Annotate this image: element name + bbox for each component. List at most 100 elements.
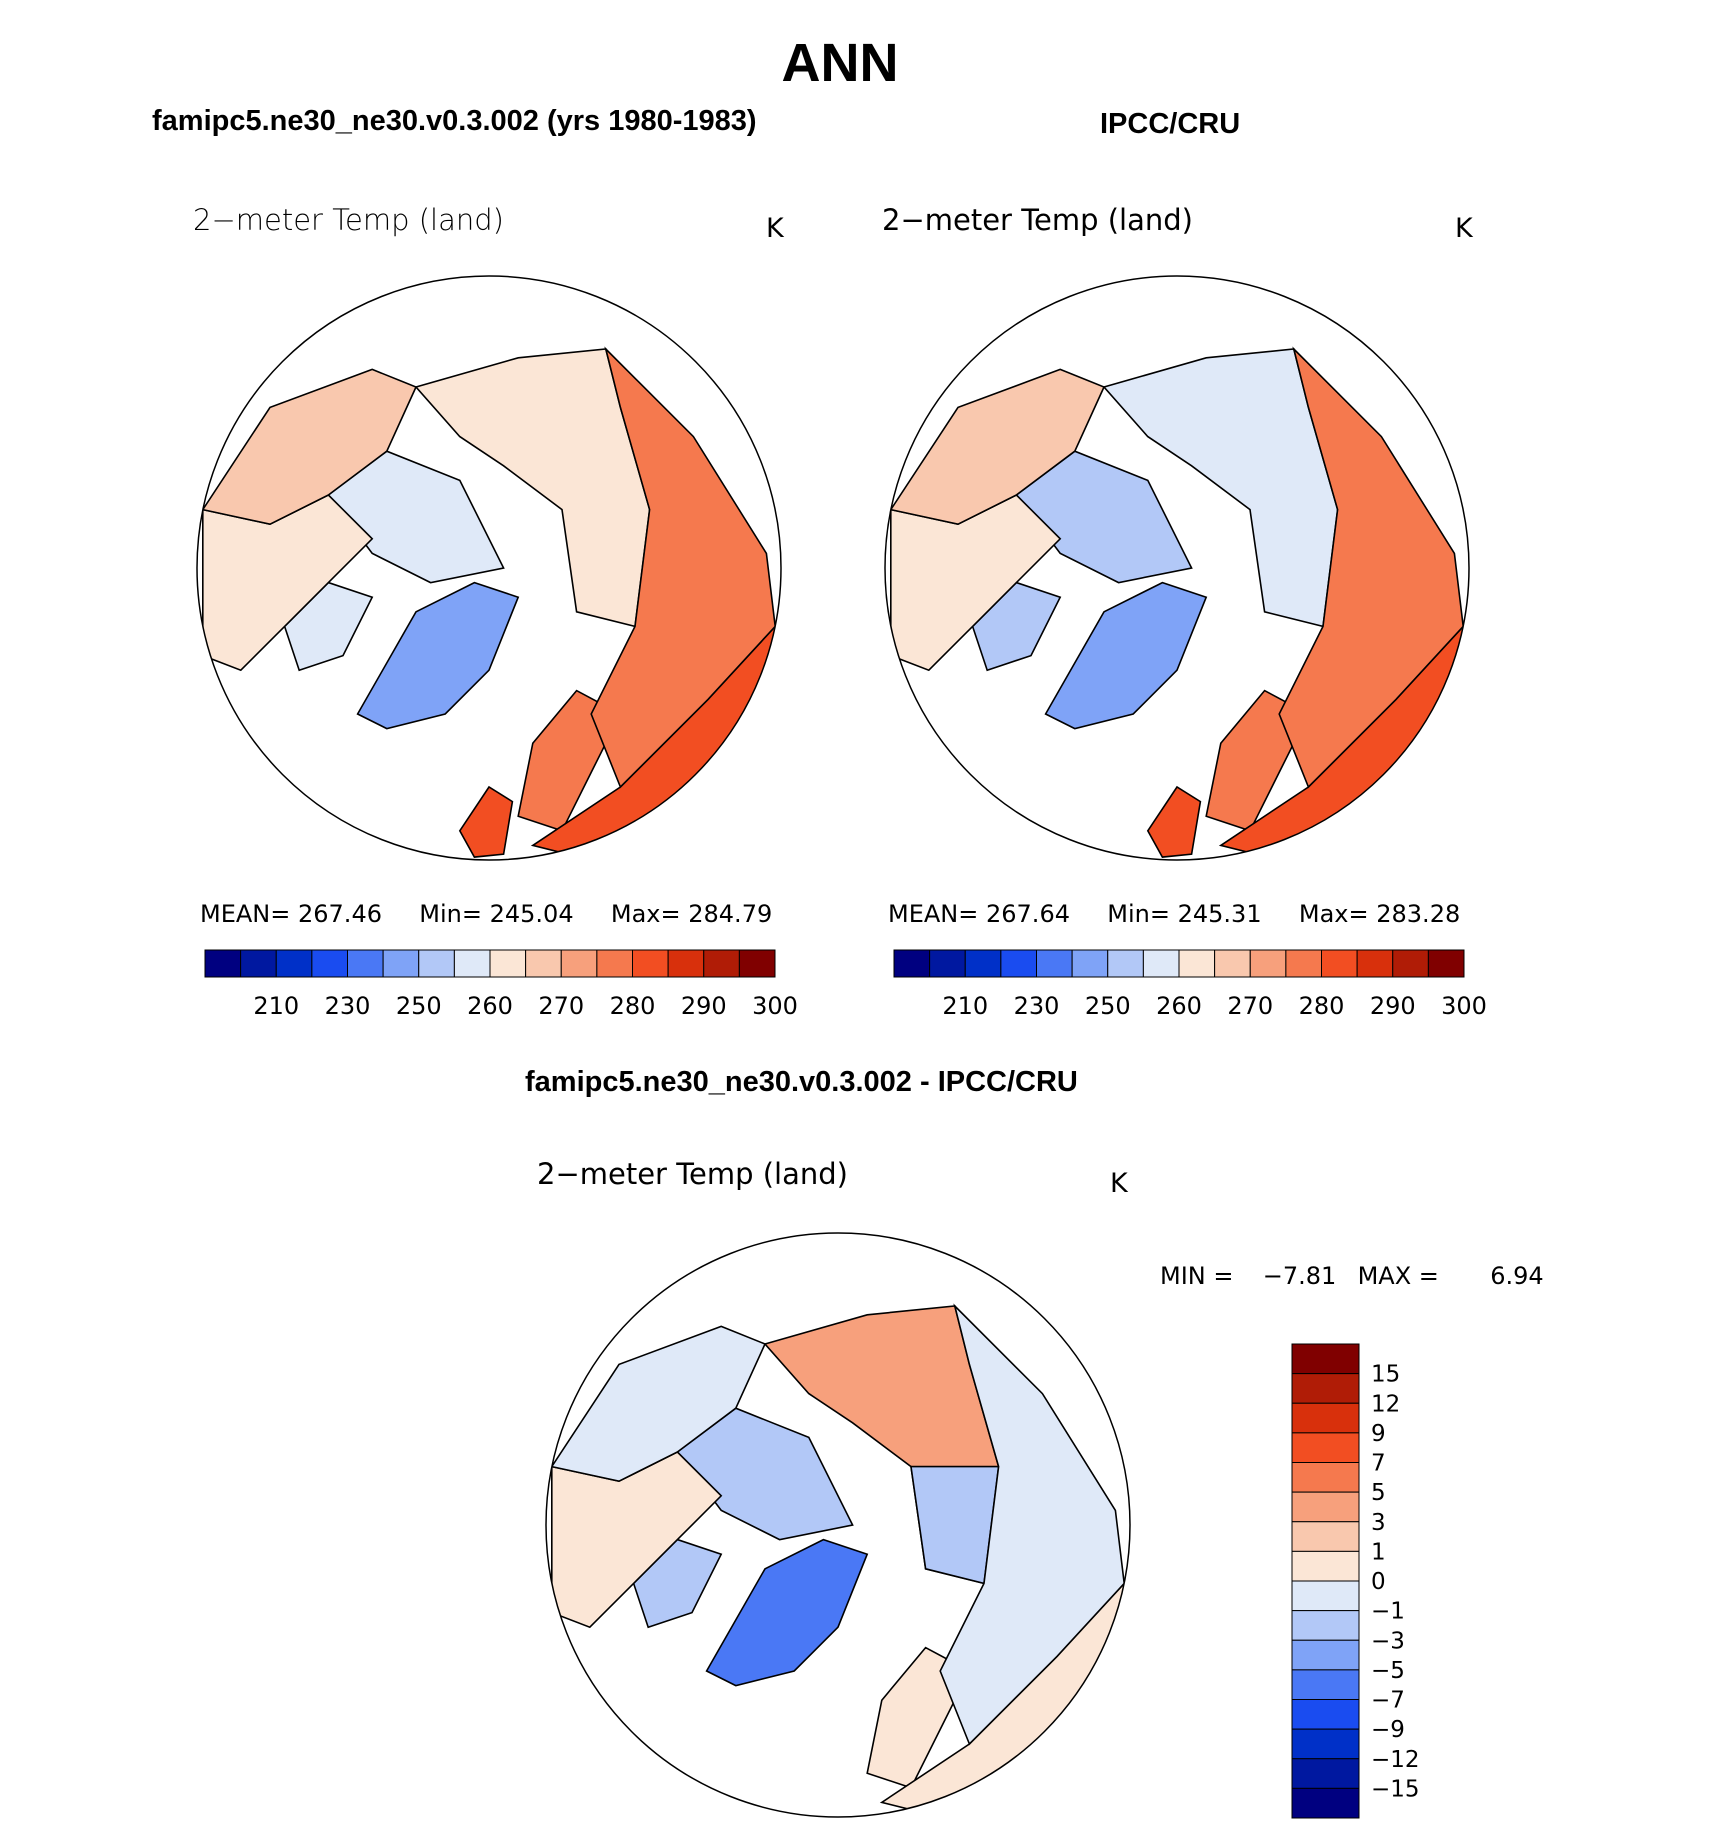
- panel3-variable-label: 2−meter Temp (land): [537, 1157, 848, 1191]
- colorbar-swatch: [1427, 949, 1465, 978]
- region-central-asia: [939, 1303, 1126, 1746]
- panel3-max-label: MAX =: [1357, 1262, 1439, 1290]
- colorbar-swatch: [560, 949, 598, 978]
- panel2-stats: MEAN= 267.64 Min= 245.31 Max= 283.28: [888, 900, 1460, 928]
- colorbar-swatch: [1321, 949, 1358, 978]
- colorbar-swatch: [1214, 949, 1251, 978]
- colorbar-swatch: [1142, 949, 1180, 978]
- colorbar-tick-label: 290: [1370, 992, 1416, 1020]
- colorbar-swatch: [311, 949, 348, 978]
- colorbar-tick-label: −7: [1371, 1688, 1405, 1714]
- colorbar-swatch: [929, 949, 966, 978]
- panel1-max-value: 284.79: [688, 900, 773, 928]
- colorbar-swatch: [204, 949, 242, 978]
- panel2-variable-label: 2−meter Temp (land): [882, 203, 1193, 237]
- colorbar-swatch: [596, 949, 633, 978]
- colorbar-tick-label: −9: [1371, 1717, 1405, 1743]
- colorbar-swatch: [1291, 1432, 1360, 1463]
- colorbar-tick-label: 290: [681, 992, 727, 1020]
- region-central-asia: [1278, 346, 1465, 789]
- colorbar-tick-label: 7: [1371, 1451, 1386, 1477]
- panel2-mean-label: MEAN=: [888, 900, 979, 928]
- region-greenland: [356, 581, 520, 730]
- colorbar-swatch: [1291, 1343, 1360, 1375]
- panel2-min-label: Min=: [1107, 900, 1170, 928]
- region-greenland: [705, 1538, 869, 1687]
- panel3-min-value: −7.81: [1262, 1262, 1337, 1290]
- colorbar-swatch: [1291, 1373, 1360, 1404]
- panel3-units-label: K: [1110, 1168, 1128, 1199]
- map-panel-1: [196, 275, 782, 861]
- colorbar-tick-label: 1: [1371, 1539, 1386, 1565]
- colorbar-tick-label: 9: [1371, 1421, 1386, 1447]
- colorbar-tick-label: 230: [325, 992, 371, 1020]
- panel1-min-value: 245.04: [489, 900, 574, 928]
- colorbar-tick-label: 300: [1441, 992, 1487, 1020]
- colorbar-tick-label: 210: [253, 992, 299, 1020]
- panel1-colorbar: 210 230 250 260 270 280 290 300: [204, 949, 798, 1020]
- colorbar-swatch: [347, 949, 384, 978]
- colorbar-swatch: [382, 949, 420, 978]
- colorbar-swatch: [1178, 949, 1216, 978]
- region-british-isles: [458, 785, 514, 858]
- colorbar-swatch: [1291, 1521, 1360, 1552]
- panel2-colorbar: 210 230 250 260 270 280 290 300: [893, 949, 1487, 1020]
- colorbar-swatch: [1291, 1669, 1360, 1700]
- colorbar-swatch: [275, 949, 313, 978]
- colorbar-swatch: [1291, 1728, 1360, 1760]
- colorbar-tick-label: 12: [1371, 1391, 1400, 1417]
- colorbar-swatch: [1036, 949, 1073, 978]
- region-alaska: [550, 1325, 767, 1483]
- colorbar-swatch: [632, 949, 669, 978]
- panel1-stats: MEAN= 267.46 Min= 245.04 Max= 284.79: [200, 900, 772, 928]
- panel3-min-label: MIN =: [1160, 1262, 1234, 1290]
- colorbar-swatch: [453, 949, 491, 978]
- panel2-title: IPCC/CRU: [1100, 108, 1241, 140]
- colorbar-swatch: [240, 949, 277, 978]
- map-panel-3: [545, 1232, 1131, 1818]
- colorbar-tick-label: 210: [942, 992, 988, 1020]
- colorbar-swatch: [489, 949, 527, 978]
- colorbar-tick-label: 300: [752, 992, 798, 1020]
- colorbar-swatch: [1291, 1550, 1360, 1582]
- map-boundary: [884, 275, 1470, 861]
- colorbar-swatch: [1291, 1580, 1360, 1612]
- colorbar-tick-label: −1: [1371, 1599, 1405, 1625]
- colorbar-tick-label: −12: [1371, 1747, 1420, 1773]
- colorbar-tick-label: 280: [610, 992, 656, 1020]
- colorbar-tick-label: 0: [1371, 1569, 1386, 1595]
- region-british-isles: [1146, 785, 1202, 858]
- colorbar-tick-label: −3: [1371, 1628, 1405, 1654]
- map-boundary: [196, 275, 782, 861]
- colorbar-tick-label: 250: [396, 992, 442, 1020]
- region-alaska: [889, 368, 1106, 526]
- colorbar-swatch: [1291, 1462, 1360, 1493]
- colorbar-swatch: [525, 949, 562, 978]
- region-greenland: [1044, 581, 1208, 730]
- colorbar-swatch: [1285, 949, 1322, 978]
- panel2-min-value: 245.31: [1177, 900, 1262, 928]
- panel2-units-label: K: [1455, 213, 1473, 244]
- colorbar-swatch: [1291, 1610, 1360, 1641]
- panel1-min-label: Min=: [419, 900, 482, 928]
- colorbar-swatch: [418, 949, 455, 978]
- colorbar-tick-label: 260: [1156, 992, 1202, 1020]
- colorbar-tick-label: 5: [1371, 1480, 1386, 1506]
- colorbar-tick-label: −15: [1371, 1776, 1420, 1802]
- panel3-max-value: 6.94: [1490, 1262, 1544, 1290]
- panel3-title: famipc5.ne30_ne30.v0.3.002 - IPCC/CRU: [525, 1066, 1078, 1098]
- colorbar-swatch: [1392, 949, 1429, 978]
- colorbar-swatch: [1071, 949, 1109, 978]
- panel1-max-label: Max=: [610, 900, 681, 928]
- colorbar-swatch: [1000, 949, 1037, 978]
- colorbar-tick-label: 15: [1371, 1362, 1400, 1388]
- map-panel-2: [884, 275, 1470, 861]
- colorbar-tick-label: 280: [1299, 992, 1345, 1020]
- panel1-mean-label: MEAN=: [200, 900, 291, 928]
- colorbar-tick-label: 260: [467, 992, 513, 1020]
- region-central-asia: [590, 346, 777, 789]
- panel1-units-label: K: [766, 213, 784, 244]
- colorbar-tick-label: 250: [1085, 992, 1131, 1020]
